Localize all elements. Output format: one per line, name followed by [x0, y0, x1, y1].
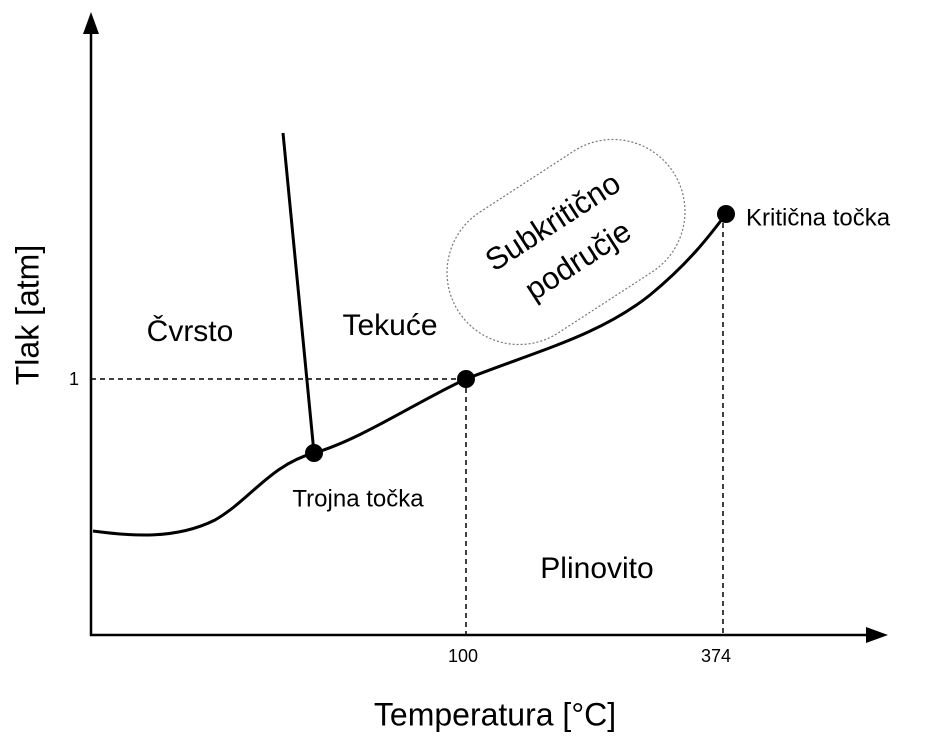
point: [457, 370, 475, 388]
point-label: Kritična točka: [746, 204, 891, 231]
region-label: Plinovito: [540, 552, 653, 585]
point-label: Trojna točka: [292, 485, 424, 512]
y-axis-arrow: [83, 12, 99, 34]
critical-point: [717, 205, 735, 223]
bubble-outline: [446, 138, 686, 346]
y-axis-label: Tlak [atm]: [9, 245, 45, 385]
x-tick-label: 100: [448, 646, 478, 666]
x-tick-label: 374: [701, 646, 731, 666]
subcritical-bubble: Subkritično područje: [446, 138, 686, 346]
phase-curve: [92, 213, 728, 537]
region-label: Tekuće: [342, 309, 437, 342]
guides: [91, 214, 724, 635]
region-label: Čvrsto: [147, 314, 234, 348]
x-axis-label: Temperatura [°C]: [374, 696, 616, 732]
melting-line: [281, 132, 316, 454]
y-tick-label: 1: [69, 369, 79, 389]
triple-point: [305, 444, 323, 462]
x-axis-arrow: [866, 627, 888, 643]
